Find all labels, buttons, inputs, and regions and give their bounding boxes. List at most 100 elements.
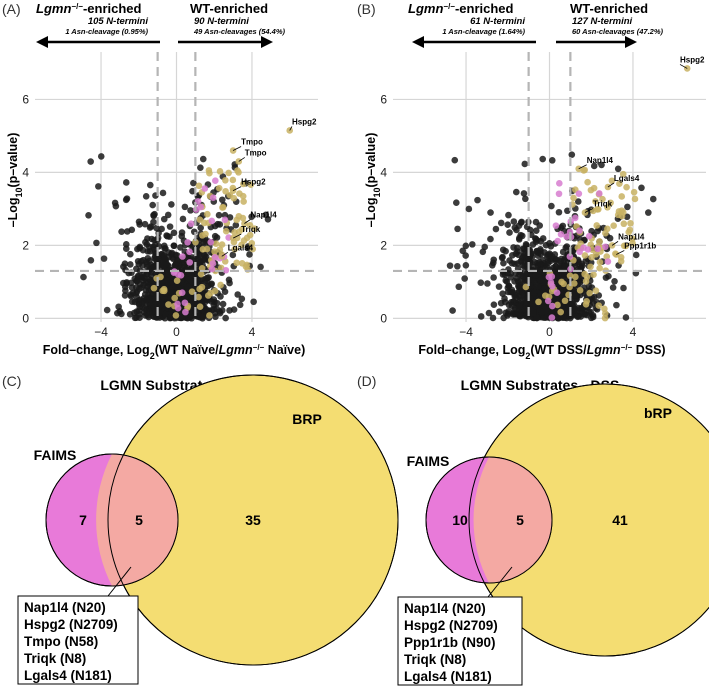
data-point	[204, 210, 211, 218]
data-point	[495, 283, 503, 290]
scatter-plot-area: −4 0 40246Hspg2Nap1l4Lgals4TriqkNap1l4Ppp1…	[380, 52, 706, 339]
overlap-item: Nap1l4 (N20)	[404, 601, 486, 616]
data-point	[604, 258, 612, 265]
data-point	[513, 226, 520, 234]
data-point	[511, 260, 518, 268]
data-point	[164, 211, 172, 219]
data-point	[212, 313, 219, 321]
data-point	[127, 291, 134, 298]
gene-label: Hspg2	[292, 117, 317, 126]
data-point	[141, 220, 149, 228]
gene-label-leader	[607, 182, 615, 188]
data-point	[187, 207, 194, 214]
x-tick-label: 0	[546, 325, 553, 339]
data-point	[570, 280, 578, 287]
venn-right-label: BRP	[292, 411, 322, 427]
data-point	[122, 179, 130, 186]
data-point	[510, 218, 518, 225]
data-point	[85, 211, 92, 219]
data-point	[544, 259, 552, 267]
data-point	[120, 263, 127, 270]
data-point	[147, 223, 155, 230]
data-point	[590, 162, 598, 170]
left-enriched-asn: 1 Asn-cleavage (0.95%)	[65, 27, 148, 36]
venn-left-outline	[425, 456, 553, 584]
data-point	[539, 235, 547, 242]
data-point	[246, 231, 254, 239]
data-point	[576, 227, 583, 235]
data-point	[160, 215, 168, 223]
data-point	[533, 314, 541, 322]
data-point	[532, 218, 540, 226]
data-point	[557, 308, 564, 316]
overlap-item: Nap1l4 (N20)	[24, 600, 106, 615]
data-point	[208, 265, 216, 273]
data-point	[530, 277, 538, 285]
data-point	[599, 195, 606, 203]
gene-label-leader	[679, 64, 688, 69]
data-point	[158, 225, 165, 233]
venn-overlap-count: 5	[135, 512, 143, 528]
data-point	[196, 303, 204, 310]
data-point	[518, 218, 525, 226]
gene-label: Tmpo	[241, 138, 263, 147]
data-point	[623, 213, 631, 221]
data-point	[604, 203, 611, 211]
data-point	[150, 284, 158, 292]
data-point	[558, 278, 565, 286]
data-point	[219, 300, 227, 308]
data-point	[174, 304, 182, 312]
data-point	[161, 255, 169, 262]
gene-label: Tmpo	[245, 148, 267, 157]
data-point	[492, 225, 500, 233]
data-point	[505, 282, 513, 290]
data-point	[211, 222, 219, 230]
data-point	[499, 290, 506, 297]
gene-label: Hspg2	[680, 55, 705, 64]
data-point	[588, 253, 595, 261]
data-point	[179, 215, 187, 223]
data-point	[121, 292, 129, 299]
data-point	[547, 279, 555, 286]
data-point	[602, 243, 609, 251]
data-point	[199, 155, 207, 163]
data-point	[199, 313, 207, 320]
data-point	[95, 183, 102, 190]
data-point	[211, 232, 219, 240]
data-point	[468, 241, 476, 248]
data-point	[638, 184, 645, 192]
data-point	[123, 279, 130, 286]
x-tick-label: −4	[459, 325, 473, 339]
x-tick-label: −4	[94, 325, 108, 339]
data-point	[522, 195, 529, 203]
data-point	[515, 288, 523, 295]
data-point	[216, 308, 223, 315]
data-point	[230, 306, 238, 313]
data-point	[578, 262, 586, 270]
data-point	[548, 202, 555, 210]
data-point	[500, 314, 507, 322]
data-point	[103, 306, 111, 314]
data-point	[619, 170, 627, 178]
data-point	[146, 248, 154, 255]
data-point	[489, 314, 497, 322]
data-point	[620, 242, 628, 250]
data-point	[516, 303, 523, 310]
venn-left-label: FAIMS	[407, 453, 450, 469]
data-point	[533, 247, 541, 255]
gene-label: Ppp1r1b	[624, 242, 656, 251]
data-point	[624, 203, 631, 211]
overlap-list-box	[17, 595, 139, 685]
data-point	[151, 241, 159, 249]
left-enriched-count: 105 N-termini	[88, 16, 149, 27]
data-point	[462, 242, 470, 250]
data-point	[194, 256, 202, 264]
data-point	[477, 279, 485, 286]
data-point	[236, 301, 244, 309]
data-point	[555, 208, 563, 216]
data-point	[530, 309, 537, 317]
data-point	[537, 261, 544, 268]
venn-left-label: FAIMS	[34, 447, 77, 463]
right-enriched-asn: 49 Asn-cleavages (54.4%)	[193, 27, 286, 36]
data-point	[141, 305, 149, 312]
